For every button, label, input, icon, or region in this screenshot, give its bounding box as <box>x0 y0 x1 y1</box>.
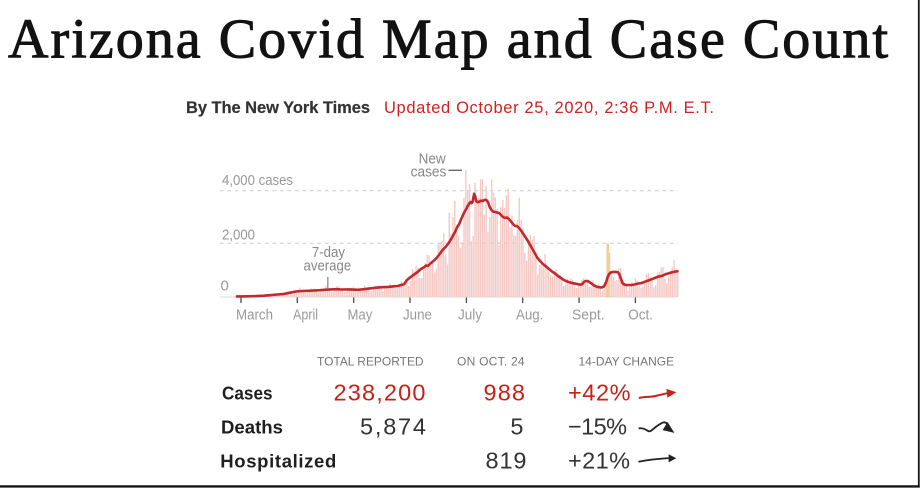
svg-text:July: July <box>458 307 482 324</box>
svg-text:Updated October 25, 2020, 2:36: Updated October 25, 2020, 2:36 P.M. E.T. <box>384 99 714 117</box>
svg-text:March: March <box>236 307 273 324</box>
svg-text:Sept.: Sept. <box>572 307 605 324</box>
svg-text:May: May <box>348 307 373 324</box>
svg-text:ON OCT. 24: ON OCT. 24 <box>457 355 525 369</box>
svg-text:+21%: +21% <box>568 448 630 474</box>
svg-text:By The New York Times: By The New York Times <box>186 99 370 117</box>
svg-text:Aug.: Aug. <box>516 307 543 324</box>
svg-text:New: New <box>419 151 446 168</box>
svg-text:average: average <box>304 258 352 275</box>
svg-text:5: 5 <box>510 414 523 440</box>
svg-text:988: 988 <box>484 380 526 406</box>
svg-text:238,200: 238,200 <box>334 380 426 406</box>
svg-text:14-DAY CHANGE: 14-DAY CHANGE <box>579 355 675 369</box>
svg-text:2,000: 2,000 <box>222 227 255 244</box>
svg-text:Oct.: Oct. <box>628 307 653 324</box>
svg-text:June: June <box>403 307 432 324</box>
svg-text:5,874: 5,874 <box>360 414 426 440</box>
svg-text:+42%: +42% <box>568 380 631 406</box>
svg-text:819: 819 <box>486 448 527 474</box>
svg-text:4,000 cases: 4,000 cases <box>222 172 293 189</box>
svg-text:−15%: −15% <box>568 414 627 440</box>
svg-text:TOTAL REPORTED: TOTAL REPORTED <box>317 355 424 369</box>
svg-text:cases: cases <box>411 164 447 181</box>
svg-text:Arizona Covid Map and Case Cou: Arizona Covid Map and Case Count <box>8 9 888 71</box>
svg-text:Hospitalized: Hospitalized <box>220 451 336 472</box>
svg-text:Deaths: Deaths <box>221 417 283 438</box>
svg-text:April: April <box>293 307 318 324</box>
svg-text:Cases: Cases <box>222 383 273 404</box>
svg-text:0: 0 <box>221 278 229 295</box>
svg-text:7-day: 7-day <box>312 244 346 261</box>
